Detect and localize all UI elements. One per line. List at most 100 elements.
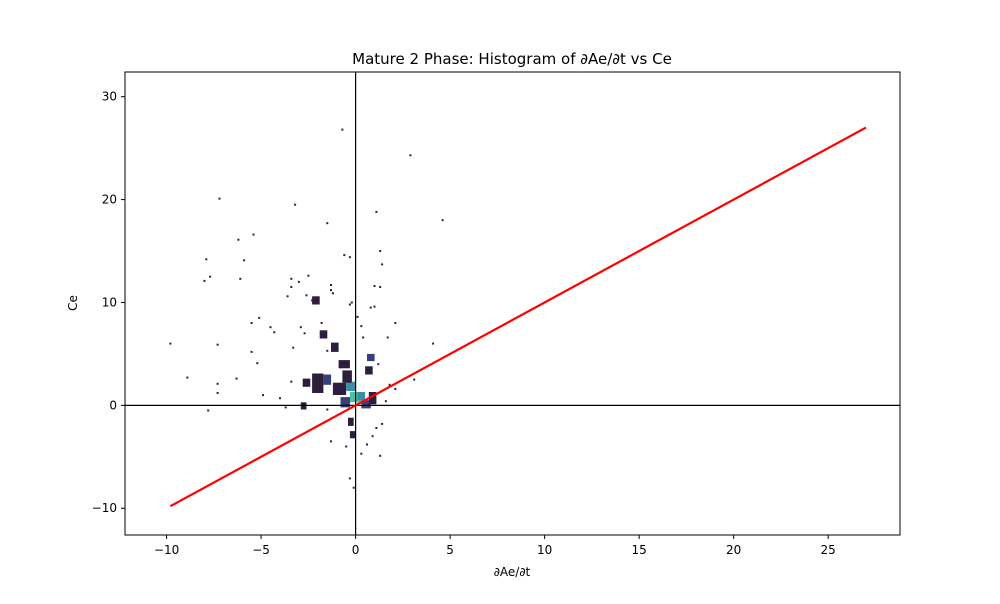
scatter-point bbox=[297, 280, 300, 283]
scatter-point bbox=[290, 380, 293, 383]
scatter-point bbox=[413, 378, 416, 381]
x-tick-label: −5 bbox=[252, 543, 270, 557]
x-tick-label: 25 bbox=[821, 543, 836, 557]
scatter-point bbox=[371, 435, 374, 438]
histogram-cell bbox=[302, 378, 311, 387]
scatter-point bbox=[326, 349, 329, 352]
scatter-point bbox=[239, 277, 242, 280]
scatter-point bbox=[203, 279, 206, 282]
scatter-point bbox=[216, 382, 219, 385]
scatter-point bbox=[409, 154, 412, 157]
reference-lines bbox=[125, 72, 900, 535]
scatter-point bbox=[384, 400, 387, 403]
scatter-point bbox=[216, 392, 219, 394]
scatter-point bbox=[250, 322, 253, 324]
scatter-point bbox=[379, 286, 382, 288]
scatter-point bbox=[379, 454, 382, 457]
scatter-point bbox=[237, 238, 240, 241]
scatter-point bbox=[388, 383, 391, 386]
scatter-point bbox=[258, 316, 261, 319]
scatter-point bbox=[326, 222, 329, 225]
x-tick-label: 10 bbox=[537, 543, 552, 557]
scatter-point bbox=[284, 406, 287, 409]
scatter-point bbox=[286, 295, 289, 298]
scatter-point bbox=[360, 325, 363, 328]
scatter-point bbox=[341, 128, 344, 131]
scatter-point bbox=[205, 258, 208, 261]
scatter-points bbox=[169, 128, 444, 489]
scatter-point bbox=[307, 274, 310, 277]
scatter-point bbox=[243, 259, 246, 262]
scatter-point bbox=[394, 322, 397, 324]
scatter-point bbox=[262, 394, 264, 397]
scatter-point bbox=[362, 336, 365, 339]
scatter-point bbox=[366, 443, 368, 446]
histogram-cell bbox=[368, 392, 377, 405]
scatter-point bbox=[348, 256, 351, 259]
scatter-point bbox=[305, 294, 308, 297]
x-tick-label: 5 bbox=[446, 543, 454, 557]
scatter-point bbox=[348, 477, 351, 480]
scatter-point bbox=[369, 306, 372, 309]
scatter-point bbox=[273, 331, 276, 334]
scatter-point bbox=[207, 409, 210, 412]
y-tick-label: 30 bbox=[102, 90, 117, 104]
histogram-cell bbox=[338, 360, 350, 369]
scatter-point bbox=[320, 322, 323, 324]
histogram-cell bbox=[340, 397, 350, 408]
scatter-point bbox=[169, 342, 172, 345]
scatter-point bbox=[279, 397, 281, 400]
scatter-point bbox=[331, 292, 334, 295]
scatter-point bbox=[350, 301, 353, 304]
scatter-point bbox=[290, 286, 293, 288]
x-tick-label: 0 bbox=[352, 543, 360, 557]
histogram-cell bbox=[323, 374, 332, 385]
scatter-point bbox=[381, 263, 384, 266]
scatter-point bbox=[209, 275, 212, 278]
histogram-cell bbox=[349, 431, 356, 439]
scatter-point bbox=[292, 346, 295, 349]
scatter-point bbox=[352, 486, 355, 489]
scatter-point bbox=[441, 219, 444, 222]
y-axis-label: Ce bbox=[66, 295, 80, 311]
y-tick-label: 20 bbox=[102, 193, 117, 207]
scatter-point bbox=[373, 305, 376, 308]
scatter-point bbox=[256, 362, 259, 365]
histogram-cell bbox=[365, 366, 373, 375]
x-axis-label: ∂Ae/∂t bbox=[494, 565, 531, 579]
histogram-cell bbox=[361, 400, 371, 409]
histogram-cell bbox=[319, 330, 328, 339]
scatter-point bbox=[186, 376, 189, 379]
scatter-point bbox=[218, 197, 221, 200]
histogram-cell bbox=[312, 296, 320, 305]
scatter-point bbox=[326, 408, 329, 411]
scatter-point bbox=[375, 210, 378, 213]
scatter-point bbox=[294, 203, 297, 206]
scatter-point bbox=[235, 377, 238, 380]
x-tick-label: 15 bbox=[632, 543, 647, 557]
histogram-cell bbox=[348, 417, 354, 426]
scatter-point bbox=[381, 422, 384, 425]
scatter-point bbox=[330, 289, 332, 292]
histogram-cells bbox=[300, 296, 377, 439]
scatter-point bbox=[432, 342, 435, 345]
scatter-point bbox=[330, 440, 332, 443]
axis-ticks: −10 −5 0 5 10 15 20 25 −10 0 10 20 30 bbox=[92, 90, 836, 557]
scatter-point bbox=[330, 284, 332, 286]
scatter-point bbox=[216, 343, 219, 346]
scatter-point bbox=[290, 277, 293, 280]
histogram-cell bbox=[367, 353, 375, 362]
scatter-point bbox=[299, 326, 302, 329]
scatter-point bbox=[311, 299, 314, 302]
scatter-point bbox=[394, 387, 397, 390]
scatter-point bbox=[373, 285, 376, 287]
scatter-point bbox=[303, 332, 306, 335]
fit-line bbox=[169, 126, 867, 508]
scatter-point bbox=[386, 336, 389, 339]
scatter-point bbox=[345, 445, 348, 448]
scatter-point bbox=[250, 350, 253, 353]
histogram-cell bbox=[332, 382, 347, 395]
histogram-cell bbox=[312, 373, 324, 393]
